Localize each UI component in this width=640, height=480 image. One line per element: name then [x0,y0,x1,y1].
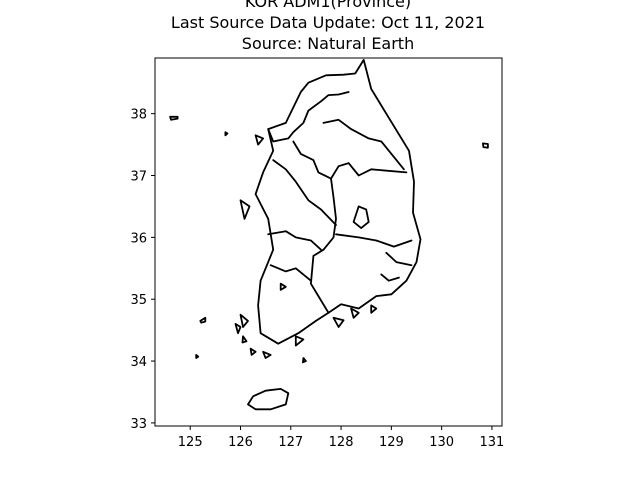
x-tick-label: 126 [228,435,253,450]
y-tick-label: 37 [130,170,147,185]
province-boundary [310,177,337,314]
island-outline [279,282,287,291]
island-outline [169,115,179,121]
province-boundary [267,230,322,251]
island-outline [199,316,207,324]
x-tick-label: 125 [178,435,203,450]
x-tick-label: 131 [480,435,505,450]
map-layer [169,59,489,411]
island-outline [247,388,290,411]
island-outline [254,134,264,146]
x-tick-label: 128 [329,435,354,450]
province-boundary [292,140,408,180]
x-tick-label: 129 [379,435,404,450]
province-boundary [335,233,413,248]
coastline-outline [254,59,422,345]
map-title-line-3: Source: Natural Earth [241,34,415,53]
province-boundary [272,159,337,226]
plot-frame [154,57,503,427]
island-outline [249,347,257,356]
island-outline [302,357,307,364]
island-outline [239,313,249,328]
province-boundary [385,251,413,267]
y-axis: 33 34 35 36 37 38 [130,108,155,432]
island-outline [294,335,305,347]
x-tick-label: 130 [429,435,454,450]
map-title-line-1: KOR ADM1(Province) [244,0,412,11]
island-outline [239,199,251,220]
y-tick-label: 34 [130,355,147,370]
x-axis: 125 126 127 128 129 130 131 [178,426,505,450]
x-tick-label: 127 [278,435,303,450]
y-tick-label: 36 [130,231,147,246]
island-outline [482,142,489,149]
island-outline [195,354,200,359]
province-boundary [267,91,350,143]
map-title-line-2: Last Source Data Update: Oct 11, 2021 [170,13,486,32]
y-tick-label: 38 [130,108,147,123]
province-boundary [269,264,312,282]
province-boundary [322,118,405,171]
island-outline [262,350,272,359]
province-boundary [352,205,370,229]
province-boundary [380,273,400,282]
map-title: KOR ADM1(Province) Last Source Data Upda… [0,0,640,54]
y-tick-label: 33 [130,417,147,432]
island-outline [332,316,345,328]
island-outline [350,307,360,319]
y-tick-label: 35 [130,293,147,308]
island-outline [234,323,242,335]
island-outline [241,335,248,344]
island-outline [224,131,229,137]
island-outline [370,304,378,314]
